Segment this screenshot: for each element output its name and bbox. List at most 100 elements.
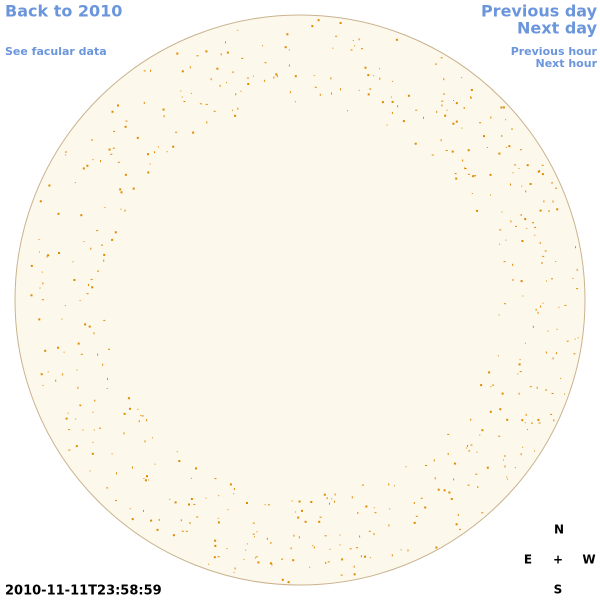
facula-speck: [391, 554, 393, 557]
facula-speck: [522, 446, 524, 448]
facula-speck: [519, 359, 521, 361]
facula-speck: [116, 472, 117, 475]
facula-speck: [425, 465, 428, 466]
facula-speck: [284, 46, 287, 49]
facula-speck: [442, 93, 445, 95]
facula-speck: [499, 243, 501, 245]
facula-speck: [90, 247, 92, 250]
facula-speck: [541, 173, 544, 176]
facula-speck: [511, 128, 513, 130]
facula-speck: [447, 452, 449, 455]
facula-speck: [506, 476, 508, 478]
facula-speck: [190, 92, 192, 94]
facula-speck: [576, 268, 578, 271]
facula-speck: [256, 531, 258, 533]
facula-speck: [339, 534, 341, 536]
facula-speck: [97, 270, 100, 272]
facula-speck: [124, 125, 127, 128]
facula-speck: [455, 120, 458, 123]
facula-speck: [270, 541, 272, 544]
facula-speck: [470, 418, 472, 421]
facula-speck: [132, 466, 133, 469]
facula-speck: [208, 563, 210, 565]
facula-speck: [55, 379, 57, 382]
facula-speck: [176, 52, 179, 55]
solar-disk: [14, 14, 586, 586]
facula-speck: [433, 459, 435, 462]
facula-speck: [146, 475, 148, 478]
facula-speck: [158, 146, 159, 148]
facula-speck: [521, 240, 524, 242]
facula-speck: [369, 557, 371, 559]
facula-speck: [92, 159, 94, 161]
facula-speck: [298, 500, 301, 503]
facula-speck: [374, 512, 377, 514]
facula-speck: [101, 244, 103, 246]
facula-speck: [218, 495, 220, 497]
facula-speck: [237, 107, 239, 110]
facula-speck: [84, 323, 87, 326]
facular-link[interactable]: See facular data: [5, 45, 107, 58]
facula-speck: [514, 164, 517, 166]
facula-speck: [519, 371, 522, 373]
facula-speck: [319, 93, 321, 96]
facula-speck: [39, 287, 41, 289]
facula-speck: [347, 110, 348, 112]
facula-speck: [334, 493, 336, 496]
facula-speck: [117, 161, 120, 163]
facula-speck: [289, 91, 291, 94]
facula-speck: [309, 566, 311, 568]
facula-speck: [240, 90, 242, 92]
facula-speck: [354, 45, 355, 47]
facula-speck: [517, 373, 519, 375]
facula-speck: [391, 100, 394, 103]
facula-speck: [226, 82, 227, 84]
facula-speck: [129, 407, 131, 410]
facula-speck: [551, 182, 554, 184]
facula-speck: [247, 83, 250, 85]
facula-speck: [510, 220, 512, 223]
facula-speck: [80, 353, 83, 355]
facula-speck: [435, 546, 438, 549]
back-link[interactable]: Back to 2010: [5, 2, 122, 21]
facula-speck: [73, 279, 76, 281]
facula-speck: [104, 207, 106, 209]
facula-speck: [290, 547, 292, 550]
facula-speck: [441, 104, 443, 107]
facula-speck: [137, 408, 139, 410]
facula-speck: [57, 346, 60, 349]
facula-speck: [247, 77, 249, 80]
facula-speck: [146, 419, 148, 422]
facula-speck: [512, 278, 514, 281]
facula-speck: [358, 89, 360, 91]
previous-hour-link[interactable]: Previous hour: [511, 45, 598, 58]
facula-speck: [65, 417, 68, 420]
facula-speck: [143, 509, 144, 512]
facula-speck: [520, 280, 523, 283]
facula-speck: [434, 477, 436, 480]
facula-speck: [195, 467, 197, 470]
facula-speck: [196, 516, 199, 518]
facula-speck: [455, 102, 458, 105]
facula-speck: [298, 536, 300, 539]
facula-speck: [318, 520, 321, 523]
facula-speck: [365, 505, 368, 508]
facula-speck: [544, 250, 547, 252]
facula-speck: [522, 295, 524, 297]
facula-speck: [358, 38, 360, 41]
facula-speck: [526, 227, 528, 229]
facula-speck: [501, 211, 503, 213]
previous-day-link[interactable]: Previous day: [481, 2, 598, 21]
facula-speck: [325, 562, 327, 564]
facula-speck: [205, 103, 208, 105]
facula-speck: [174, 501, 177, 504]
next-hour-link[interactable]: Next hour: [536, 57, 598, 70]
facula-speck: [415, 109, 418, 111]
facula-speck: [199, 103, 202, 105]
facula-speck: [119, 188, 122, 191]
facula-speck: [210, 78, 212, 81]
next-day-link[interactable]: Next day: [517, 19, 598, 38]
facula-speck: [503, 303, 506, 305]
facula-speck: [243, 558, 245, 560]
